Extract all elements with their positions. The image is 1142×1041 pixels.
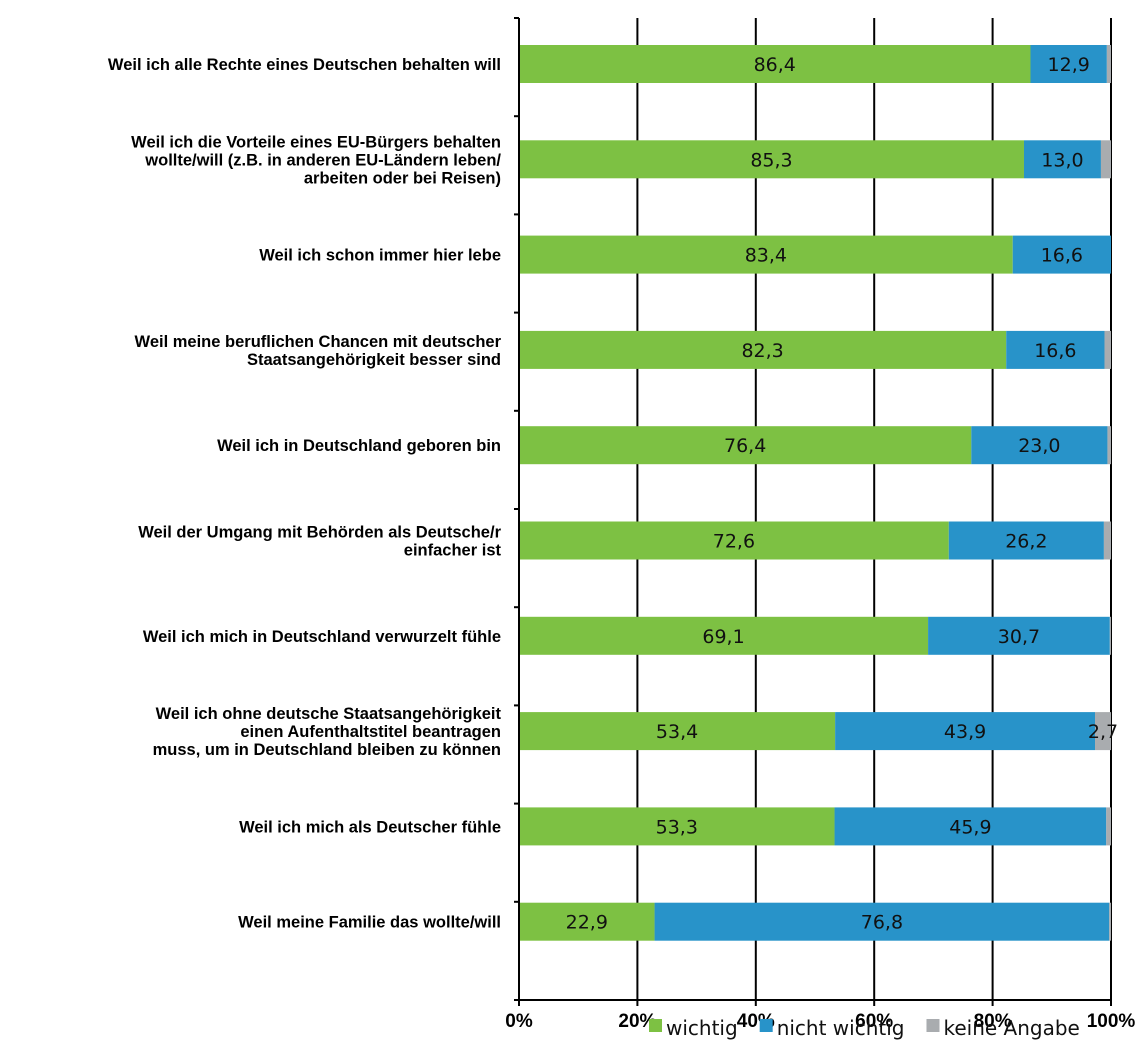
- bar-segment-keine-Angabe: [1103, 521, 1111, 560]
- data-label: 85,3: [750, 149, 792, 171]
- bar-segment-nicht-wichtig: [654, 902, 1110, 941]
- axes: [514, 17, 1112, 1006]
- legend: wichtig nicht wichtig keine Angabe: [649, 1016, 1080, 1040]
- data-label: 76,8: [861, 912, 903, 934]
- legend-swatch: [649, 1019, 662, 1032]
- bar-segment-wichtig: [519, 330, 1007, 369]
- bar-segment-nicht-wichtig: [948, 521, 1104, 560]
- legend-swatch: [759, 1019, 773, 1032]
- bar-segment-wichtig: [519, 521, 949, 560]
- data-label: 83,4: [745, 245, 787, 267]
- category-label: Weil ich die Vorteile eines EU-Bürgers b…: [131, 133, 501, 187]
- category-label: Weil ich mich als Deutscher fühle: [239, 818, 501, 836]
- bar-segment-keine-Angabe: [1095, 712, 1111, 751]
- bar-segment-wichtig: [519, 712, 836, 751]
- bar-segment-nicht-wichtig: [1023, 140, 1101, 179]
- category-label: Weil ich in Deutschland geboren bin: [217, 437, 501, 455]
- legend-label: nicht wichtig: [777, 1016, 905, 1040]
- bar-segment-wichtig: [519, 140, 1024, 179]
- legend-label: keine Angabe: [943, 1016, 1079, 1040]
- data-label: 72,6: [713, 531, 755, 553]
- x-tick-label: 20%: [618, 1011, 656, 1032]
- bar-segment-nicht-wichtig: [971, 426, 1108, 465]
- bar-segment-wichtig: [519, 235, 1013, 274]
- data-label: 23,0: [1018, 435, 1060, 457]
- category-label: Weil meine beruflichen Chancen mit deuts…: [135, 333, 502, 369]
- category-label: Weil ich ohne deutsche Staatsangehörigke…: [153, 705, 502, 759]
- bar-segment-keine-Angabe: [1104, 330, 1111, 369]
- bar-segment-wichtig: [519, 616, 929, 655]
- data-label: 12,9: [1048, 54, 1090, 76]
- category-labels: Weil ich alle Rechte eines Deutschen beh…: [108, 56, 502, 932]
- bar-segment-nicht-wichtig: [1006, 330, 1105, 369]
- data-label: 53,4: [656, 721, 698, 743]
- bar-segment-wichtig: [519, 45, 1031, 83]
- x-tick-label: 100%: [1087, 1011, 1136, 1032]
- data-label: 13,0: [1041, 149, 1083, 171]
- x-tick-label: 0%: [505, 1011, 533, 1032]
- data-label: 26,2: [1005, 531, 1047, 553]
- bar-segment-wichtig: [519, 807, 835, 846]
- bar-segment-keine-Angabe: [1109, 902, 1111, 941]
- bar-segment-wichtig: [519, 902, 655, 941]
- category-label: Weil meine Familie das wollte/will: [238, 914, 501, 932]
- data-label: 30,7: [998, 626, 1040, 648]
- category-label: Weil ich alle Rechte eines Deutschen beh…: [108, 56, 501, 74]
- data-label: 22,9: [566, 912, 608, 934]
- data-label: 45,9: [949, 816, 991, 838]
- bar-segment-keine-Angabe: [1106, 807, 1111, 846]
- legend-label: wichtig: [666, 1016, 738, 1040]
- bar-segment-keine-Angabe: [1109, 616, 1111, 655]
- data-label: 86,4: [754, 54, 796, 76]
- bar-segment-nicht-wichtig: [1012, 235, 1111, 274]
- legend-swatch: [926, 1019, 940, 1032]
- data-label: 2,7: [1088, 721, 1118, 743]
- data-label: 53,3: [656, 816, 698, 838]
- data-label: 69,1: [702, 626, 744, 648]
- bar-segment-nicht-wichtig: [928, 616, 1110, 655]
- bar-segment-keine-Angabe: [1107, 426, 1111, 465]
- bar-segment-keine-Angabe: [1100, 140, 1111, 179]
- data-label: 82,3: [741, 340, 783, 362]
- data-label: 16,6: [1041, 245, 1083, 267]
- bars: 86,4 12,9 85,3 13,0 83,4 16,6 82,3 16,6 76,4 23,0…: [519, 45, 1118, 941]
- bar-segment-wichtig: [519, 426, 972, 465]
- bar-segment-nicht-wichtig: [1030, 45, 1107, 83]
- x-tick-label: 80%: [974, 1011, 1012, 1032]
- data-label: 16,6: [1034, 340, 1076, 362]
- bar-segment-keine-Angabe: [1106, 45, 1111, 83]
- bar-segment-nicht-wichtig: [835, 712, 1096, 751]
- x-tick-label: 60%: [855, 1011, 893, 1032]
- data-label: 76,4: [724, 435, 766, 457]
- bar-segment-nicht-wichtig: [834, 807, 1107, 846]
- category-label: Weil ich mich in Deutschland verwurzelt …: [143, 628, 501, 646]
- category-label: Weil der Umgang mit Behörden als Deutsch…: [138, 524, 501, 560]
- category-label: Weil ich schon immer hier lebe: [259, 247, 501, 265]
- data-label: 43,9: [944, 721, 986, 743]
